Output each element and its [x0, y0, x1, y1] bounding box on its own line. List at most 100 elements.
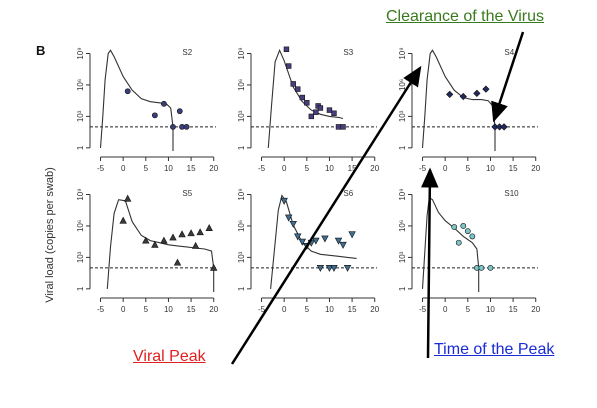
x-tick-label: 10 [486, 164, 495, 173]
data-point [284, 214, 293, 222]
viral-peak-label: Viral Peak [133, 348, 206, 365]
y-tick-label: 1 [398, 286, 407, 291]
data-point [460, 223, 467, 229]
y-tick-label: 10⁶ [76, 79, 85, 91]
y-tick-label: 10⁹ [237, 188, 246, 200]
data-point [446, 90, 454, 99]
x-tick-label: 5 [144, 164, 149, 173]
panel-s3: -5 0 5 10 15 20 1 10³ 10⁶ 10⁹ S3 [237, 46, 380, 173]
y-tick-label: 10³ [237, 251, 246, 263]
x-tick-label: -5 [97, 164, 105, 173]
data-point [298, 238, 306, 246]
data-point [119, 216, 127, 224]
data-point [482, 85, 490, 93]
x-tick-label: -5 [419, 305, 427, 314]
data-point [299, 94, 305, 101]
data-point [280, 197, 288, 205]
data-point [178, 230, 186, 238]
x-tick-label: 15 [509, 305, 518, 314]
data-point [487, 264, 494, 271]
panel-name: S6 [343, 189, 353, 198]
x-tick-label: 15 [187, 305, 196, 314]
data-point [451, 224, 458, 230]
y-tick-label: 10⁶ [76, 220, 85, 232]
panel-name: S3 [343, 48, 353, 57]
data-point [123, 194, 132, 202]
data-point [478, 264, 485, 271]
y-tick-label: 10⁹ [76, 47, 85, 59]
y-tick-label: 1 [76, 286, 85, 291]
x-tick-label: 0 [121, 305, 126, 314]
x-tick-label: 15 [348, 305, 357, 314]
data-point [312, 237, 320, 245]
data-point [196, 228, 204, 236]
data-point [325, 264, 334, 272]
x-tick-label: 10 [325, 305, 334, 314]
data-point [340, 124, 346, 130]
model-curve [106, 199, 215, 292]
panel-s6: -5 0 5 10 15 20 1 10³ 10⁶ 10⁹ S6 [237, 188, 380, 314]
clearance-of-virus-label: Clearance of the Virus [386, 8, 545, 25]
data-point [469, 233, 476, 240]
data-point [191, 241, 200, 249]
x-tick-label: -5 [97, 305, 105, 314]
x-tick-label: 20 [209, 164, 218, 173]
panel-s4: -5 0 5 10 15 20 1 10³ 10⁶ 10⁹ S4 [398, 47, 541, 173]
data-point [348, 231, 356, 239]
data-point [142, 236, 150, 244]
data-point [459, 92, 467, 101]
data-point [187, 229, 195, 237]
data-point [330, 264, 338, 272]
data-point [339, 241, 347, 249]
x-tick-label: 10 [164, 305, 173, 314]
arrow-to-viral-peak [230, 65, 422, 365]
data-point [169, 233, 177, 241]
x-tick-label: 20 [209, 305, 218, 314]
model-curve [421, 49, 496, 151]
x-tick-label: 5 [305, 164, 310, 173]
data-point [308, 113, 315, 120]
data-point [321, 235, 329, 243]
x-tick-label: 15 [348, 164, 357, 173]
data-point [326, 107, 333, 113]
panel-name: S4 [504, 48, 514, 57]
data-point [289, 220, 297, 228]
x-tick-label: 0 [443, 305, 448, 314]
x-tick-label: 5 [466, 164, 471, 173]
x-tick-label: 20 [370, 305, 379, 314]
y-tick-label: 10³ [237, 110, 246, 122]
y-axis-label: Viral load (copies per swab) [44, 167, 56, 303]
data-point [304, 100, 310, 106]
x-tick-label: 15 [187, 164, 196, 173]
x-tick-label: 20 [531, 164, 540, 173]
data-point [170, 123, 176, 130]
y-tick-label: 10⁶ [237, 220, 246, 232]
y-tick-label: 10⁶ [237, 79, 246, 91]
data-point [334, 237, 343, 245]
panel-name: S10 [504, 189, 519, 198]
data-point [176, 108, 183, 115]
data-point [464, 228, 471, 235]
y-tick-label: 10³ [398, 110, 407, 122]
data-point [205, 224, 213, 231]
y-tick-label: 10³ [76, 110, 85, 122]
data-point [160, 236, 168, 244]
x-tick-label: 20 [370, 164, 379, 173]
x-tick-label: 0 [282, 305, 287, 314]
y-tick-label: 1 [237, 286, 246, 291]
panel-s5: -5 0 5 10 15 20 1 10³ 10⁶ 10⁹ S5 [76, 188, 219, 314]
data-point [316, 264, 325, 272]
panel-s10: -5 0 5 10 15 20 1 10³ 10⁶ 10⁹ S10 [398, 188, 541, 314]
data-point [473, 89, 481, 97]
data-point [283, 46, 290, 52]
x-tick-label: 5 [144, 305, 149, 314]
data-point [331, 110, 337, 116]
data-point [151, 240, 159, 248]
data-point [290, 81, 296, 87]
y-tick-label: 10⁹ [398, 188, 407, 200]
x-tick-label: -5 [258, 164, 266, 173]
y-tick-label: 10⁹ [237, 47, 246, 59]
y-tick-label: 10³ [398, 251, 407, 263]
panel-name: S5 [182, 189, 192, 198]
